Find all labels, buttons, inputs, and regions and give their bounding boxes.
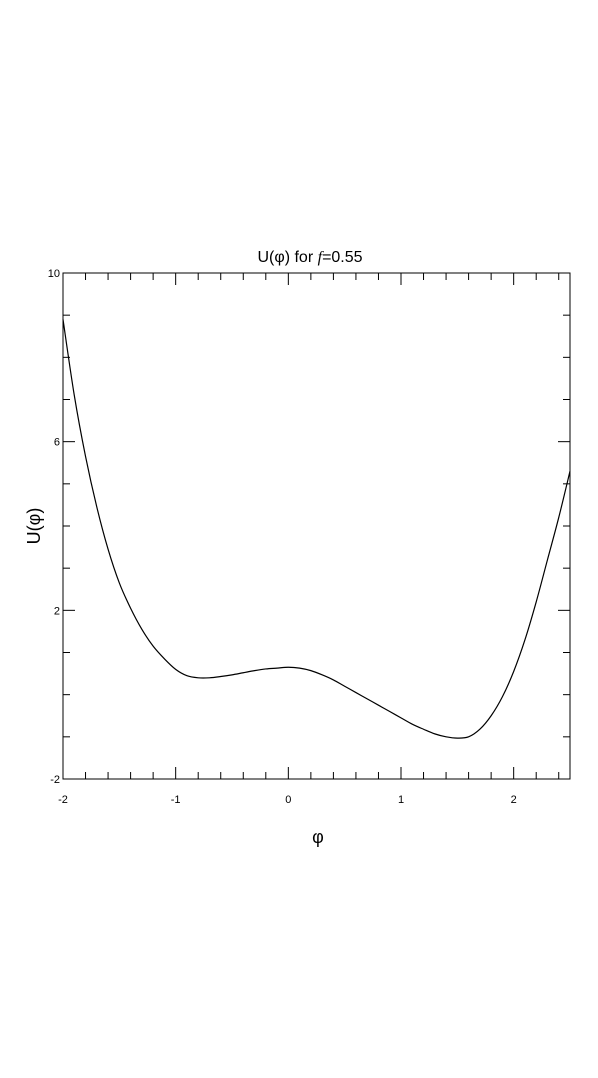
x-tick-label: 1	[398, 794, 404, 806]
chart-title: U(φ) for f=0.55	[257, 249, 362, 266]
major-ticks	[63, 273, 570, 779]
y-tick-label: 6	[54, 437, 60, 449]
tick-labels: -2 -1 0 1 2 -2 2 6 10	[48, 268, 517, 806]
minor-ticks	[63, 273, 570, 779]
x-axis-title: φ	[312, 827, 324, 847]
chart-title-suffix: =0.55	[322, 249, 363, 266]
chart-title-prefix: U(φ) for	[257, 249, 317, 266]
x-tick-label: -2	[58, 794, 68, 806]
y-tick-label: 10	[48, 268, 60, 280]
x-tick-label: 0	[285, 794, 291, 806]
x-tick-label: -1	[171, 794, 181, 806]
y-tick-label: 2	[54, 605, 60, 617]
y-axis-title: U(φ)	[24, 508, 44, 545]
x-tick-label: 2	[511, 794, 517, 806]
chart-title-variable: f	[318, 249, 325, 266]
series-line	[62, 319, 571, 739]
plot-frame	[62, 272, 571, 780]
y-tick-label: -2	[50, 774, 60, 786]
